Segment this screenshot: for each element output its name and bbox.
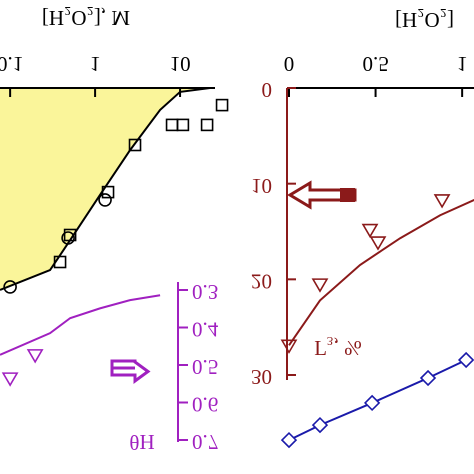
marker-diamond — [363, 394, 381, 412]
y2-tick-label: 0.3 — [192, 280, 218, 304]
marker-square — [101, 185, 115, 199]
marker-circle — [98, 193, 112, 207]
marker-triangle — [311, 278, 329, 293]
marker-diamond — [311, 416, 329, 434]
marker-triangle — [280, 339, 298, 354]
x-tick-label: 1 — [457, 52, 468, 76]
marker-square — [176, 118, 190, 132]
marker-diamond — [457, 351, 474, 369]
line — [0, 87, 211, 291]
line — [288, 199, 474, 346]
marker-square — [53, 255, 67, 269]
marker-triangle — [361, 223, 379, 239]
marker-triangle — [26, 349, 44, 364]
x-axis-label: [H₂O₂] — [395, 8, 454, 32]
marker-square — [63, 228, 77, 242]
y2-tick-label: 0.4 — [192, 318, 219, 342]
arrow-tail — [340, 188, 355, 202]
marker-square — [165, 118, 179, 132]
marker-circle — [3, 280, 17, 294]
y2-tick-label: 0.5 — [192, 355, 218, 379]
areas — [0, 88, 210, 290]
x-tick-label: 0.1 — [0, 52, 23, 76]
marker-square — [215, 98, 229, 112]
marker-triangle — [433, 194, 451, 209]
marker-diamond — [280, 431, 298, 449]
y-axis-label: Γ₃, % — [314, 336, 361, 360]
marker-diamond — [419, 369, 437, 387]
y2-tick-label: 0.7 — [192, 430, 218, 454]
x-axis-label: [H₂O₂], M — [42, 6, 130, 30]
marker-triangle — [369, 236, 387, 251]
y-tick-label: 10 — [251, 174, 272, 198]
marker-square — [128, 138, 142, 152]
marker-triangle — [1, 372, 19, 387]
x-tick-label: 0 — [284, 52, 295, 76]
line — [0, 294, 161, 356]
marker-square — [200, 118, 214, 132]
x-tick-label: 0.5 — [362, 52, 388, 76]
y-tick-label: 30 — [251, 365, 272, 389]
y2-tick-label: 0.6 — [192, 393, 218, 417]
arrow-right — [110, 359, 151, 384]
y-tick-label: 20 — [251, 270, 272, 294]
y-tick-label: 0 — [262, 78, 273, 102]
area — [0, 88, 210, 290]
x-tick-label: 10 — [170, 52, 191, 76]
x-tick-label: 1 — [90, 52, 101, 76]
marker-circle — [61, 231, 75, 245]
y2-axis-label: θH — [129, 430, 154, 454]
